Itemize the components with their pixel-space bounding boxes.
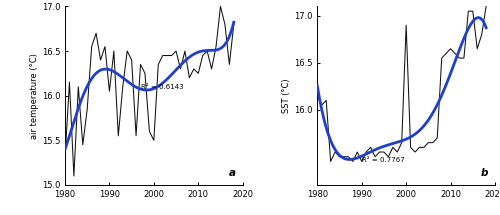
Text: a: a xyxy=(228,168,235,178)
Y-axis label: air temperature (°C): air temperature (°C) xyxy=(30,53,39,139)
Text: R² = 0.7767: R² = 0.7767 xyxy=(362,157,405,163)
Text: b: b xyxy=(480,168,488,178)
Text: R² = 0.6143: R² = 0.6143 xyxy=(140,84,183,91)
Y-axis label: SST (°C): SST (°C) xyxy=(282,78,291,113)
